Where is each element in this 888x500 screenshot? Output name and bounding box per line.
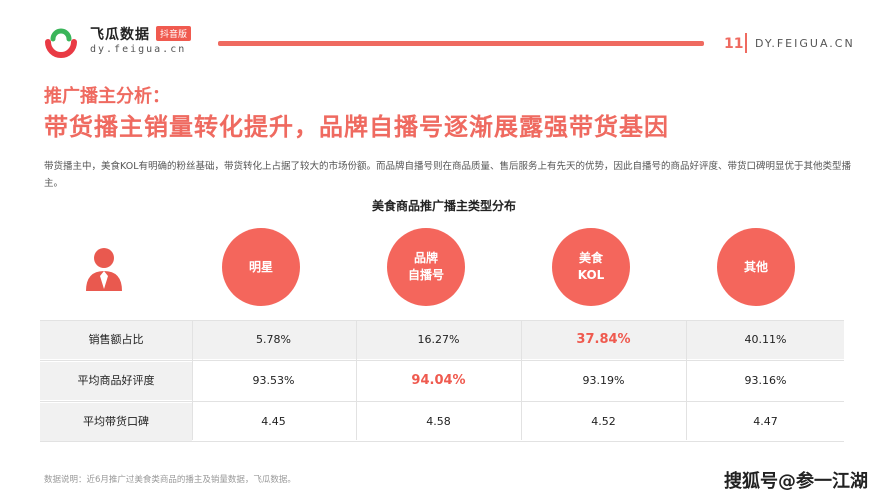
brand-domain: dy.feigua.cn <box>90 44 187 55</box>
row-label: 平均带货口碑 <box>40 403 192 441</box>
table-cell: 4.45 <box>261 415 286 428</box>
header-divider <box>218 41 704 46</box>
sohu-watermark: 搜狐号@参一江湖 <box>724 471 868 492</box>
column-header-other: 其他 <box>717 228 795 306</box>
table-column-divider <box>192 320 193 440</box>
table-cell: 93.53% <box>252 374 295 387</box>
source-note: 数据说明：近6月推广过美食类商品的播主及销量数据，飞瓜数据。 <box>44 475 296 485</box>
site-url: DY.FEIGUA.CN <box>755 37 855 50</box>
table-cell-highlight: 94.04% <box>411 373 466 388</box>
table-column-divider <box>686 320 687 440</box>
page-number: 11 <box>724 36 744 52</box>
table-cell: 40.11% <box>744 333 787 346</box>
table-cell: 5.78% <box>256 333 291 346</box>
table-column-divider <box>356 320 357 440</box>
table-divider <box>40 401 844 402</box>
table-cell: 4.58 <box>426 415 451 428</box>
column-header-celebrity: 明星 <box>222 228 300 306</box>
header-separator <box>745 33 747 53</box>
table-cell: 4.47 <box>753 415 778 428</box>
row-label: 平均商品好评度 <box>40 362 192 400</box>
table-title: 美食商品推广播主类型分布 <box>371 199 516 213</box>
column-header-brand-account: 品牌 自播号 <box>387 228 465 306</box>
brand-name: 飞瓜数据 <box>90 27 150 43</box>
table-row: 平均商品好评度 93.53% 94.04% 93.19% 93.16% <box>40 362 844 400</box>
table-cell: 4.52 <box>591 415 616 428</box>
table-divider <box>40 320 844 321</box>
table-divider <box>40 360 844 361</box>
column-header-food-kol: 美食 KOL <box>552 228 630 306</box>
person-icon <box>86 248 122 291</box>
table-cell-highlight: 37.84% <box>576 332 631 347</box>
table-cell: 16.27% <box>417 333 460 346</box>
description-text: 带货播主中，美食KOL有明确的粉丝基础，带货转化上占据了较大的市场份额。而品牌自… <box>44 161 851 189</box>
table-cell: 93.16% <box>744 374 787 387</box>
table-divider <box>40 441 844 442</box>
page-headline: 带货播主销量转化提升，品牌自播号逐渐展露强带货基因 <box>44 113 669 141</box>
table-column-divider <box>521 320 522 440</box>
brand-badge: 抖音版 <box>156 26 192 41</box>
feigua-logo-icon <box>45 28 77 58</box>
section-title: 推广播主分析： <box>44 86 170 107</box>
row-label: 销售额占比 <box>40 321 192 359</box>
table-row: 销售额占比 5.78% 16.27% 37.84% 40.11% <box>40 321 844 359</box>
table-cell: 93.19% <box>582 374 625 387</box>
table-row: 平均带货口碑 4.45 4.58 4.52 4.47 <box>40 403 844 441</box>
